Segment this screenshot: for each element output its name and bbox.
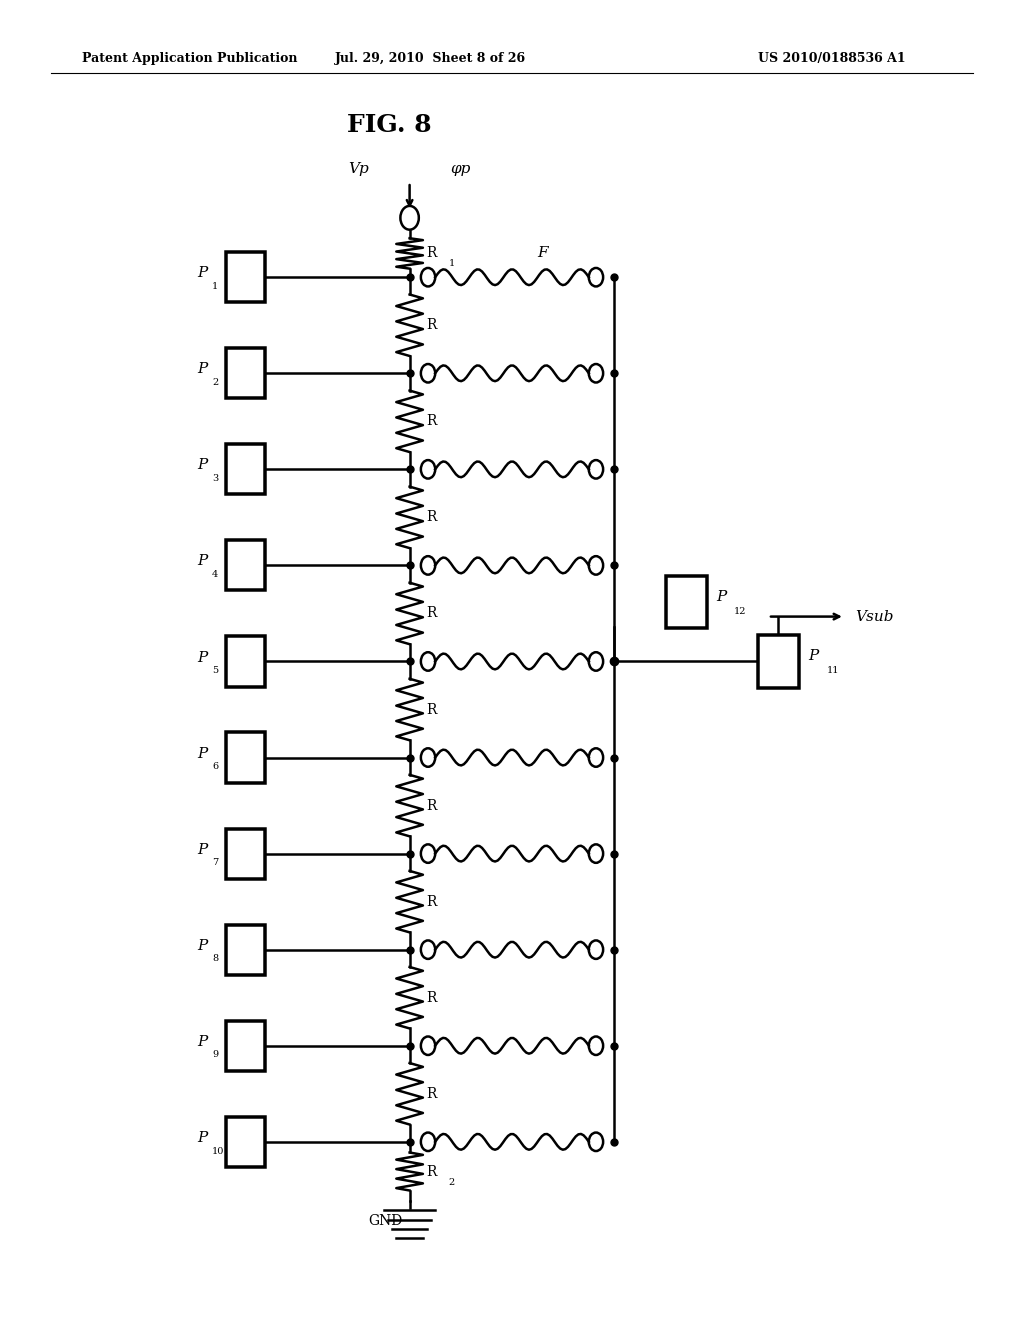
Text: R: R bbox=[426, 414, 436, 428]
Text: Patent Application Publication: Patent Application Publication bbox=[82, 51, 297, 65]
Text: R: R bbox=[426, 799, 436, 813]
Text: P: P bbox=[808, 649, 818, 663]
Text: US 2010/0188536 A1: US 2010/0188536 A1 bbox=[758, 51, 905, 65]
Text: Vp: Vp bbox=[348, 161, 369, 176]
Text: F: F bbox=[538, 247, 548, 260]
Text: 4: 4 bbox=[212, 570, 218, 579]
Bar bbox=[226, 924, 265, 974]
Bar bbox=[226, 733, 265, 783]
Text: P: P bbox=[198, 362, 208, 376]
Text: 12: 12 bbox=[734, 607, 746, 616]
Text: P: P bbox=[198, 554, 208, 569]
Text: 2: 2 bbox=[212, 378, 218, 387]
Bar bbox=[226, 1117, 265, 1167]
Text: 5: 5 bbox=[212, 667, 218, 676]
Text: R: R bbox=[426, 247, 436, 260]
Text: P: P bbox=[198, 1035, 208, 1049]
Text: Jul. 29, 2010  Sheet 8 of 26: Jul. 29, 2010 Sheet 8 of 26 bbox=[335, 51, 525, 65]
Text: φp: φp bbox=[451, 161, 471, 176]
Text: 2: 2 bbox=[449, 1177, 455, 1187]
Bar bbox=[226, 445, 265, 495]
Text: 9: 9 bbox=[212, 1051, 218, 1060]
Text: R: R bbox=[426, 895, 436, 908]
Text: 1: 1 bbox=[212, 282, 218, 290]
Bar bbox=[666, 576, 707, 628]
Text: 10: 10 bbox=[212, 1147, 224, 1155]
Text: P: P bbox=[198, 842, 208, 857]
Text: 8: 8 bbox=[212, 954, 218, 964]
Text: 11: 11 bbox=[826, 667, 839, 676]
Text: 6: 6 bbox=[212, 762, 218, 771]
Text: R: R bbox=[426, 1086, 436, 1101]
Text: P: P bbox=[716, 590, 726, 603]
Text: P: P bbox=[198, 939, 208, 953]
Bar bbox=[226, 829, 265, 879]
Text: R: R bbox=[426, 606, 436, 620]
Text: 1: 1 bbox=[449, 260, 455, 268]
Text: FIG. 8: FIG. 8 bbox=[347, 114, 431, 137]
Text: R: R bbox=[426, 702, 436, 717]
Text: P: P bbox=[198, 458, 208, 473]
Bar bbox=[226, 636, 265, 686]
Bar bbox=[226, 252, 265, 302]
Bar bbox=[226, 1020, 265, 1071]
Text: R: R bbox=[426, 318, 436, 333]
Text: GND: GND bbox=[369, 1214, 402, 1229]
Bar bbox=[226, 348, 265, 399]
Text: Vsub: Vsub bbox=[855, 610, 894, 623]
Text: 7: 7 bbox=[212, 858, 218, 867]
Text: R: R bbox=[426, 991, 436, 1005]
Text: 3: 3 bbox=[212, 474, 218, 483]
Bar bbox=[758, 635, 799, 688]
Text: R: R bbox=[426, 511, 436, 524]
Text: P: P bbox=[198, 747, 208, 760]
Text: P: P bbox=[198, 1131, 208, 1144]
Text: R: R bbox=[426, 1164, 436, 1179]
Text: P: P bbox=[198, 651, 208, 664]
Bar bbox=[226, 540, 265, 590]
Text: P: P bbox=[198, 267, 208, 280]
